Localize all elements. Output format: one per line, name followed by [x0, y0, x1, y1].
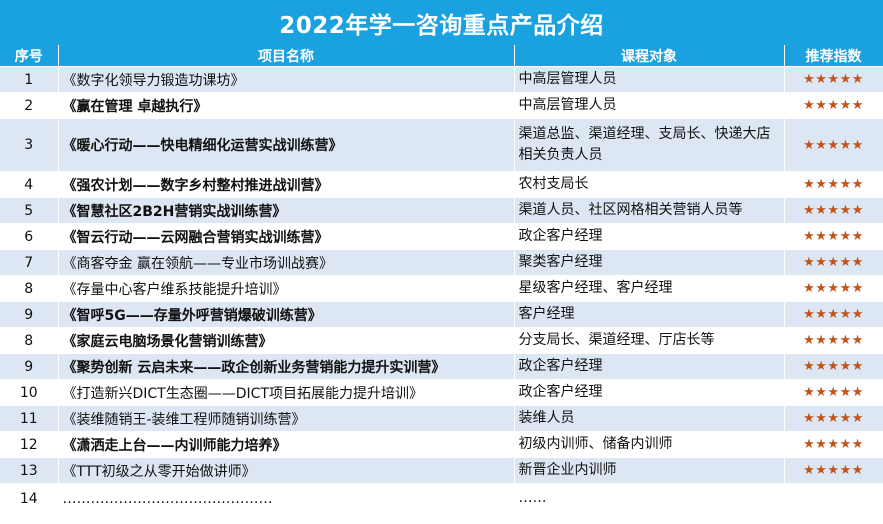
header-name: 项目名称 — [58, 45, 515, 67]
table-row: 7 《商客夺金 赢在领航——专业市场训战赛》 聚类客户经理 ★★★★★ — [0, 249, 883, 276]
table-row: 12 《潇洒走上台——内训师能力培养》 初级内训师、储备内训师 ★★★★★ — [0, 431, 883, 458]
project-name: 《智慧社区2B2H营销实战训练营》 — [58, 197, 515, 224]
row-number: 3 — [0, 118, 59, 172]
row-number: 1 — [0, 66, 59, 93]
table-row: 2 《赢在管理 卓越执行》 中高层管理人员 ★★★★★ — [0, 92, 883, 119]
table-row: 9 《聚势创新 云启未来——政企创新业务营销能力提升实训营》 政企客户经理 ★★★★★ — [0, 353, 883, 380]
table-row: 6 《智云行动——云网融合营销实战训练营》 政企客户经理 ★★★★★ — [0, 223, 883, 250]
rating-stars: ★★★★★ — [784, 223, 883, 250]
rating-stars: ★★★★★ — [784, 66, 883, 93]
rating-stars: ★★★★★ — [784, 457, 883, 484]
row-number: 7 — [0, 249, 59, 276]
row-number: 13 — [0, 457, 59, 484]
project-name: 《数字化领导力锻造功课坊》 — [58, 66, 515, 93]
header-rating: 推荐指数 — [784, 45, 883, 67]
rating-stars: ★★★★★ — [784, 379, 883, 406]
table-row: 13 《TTT初级之从零开始做讲师》 新晋企业内训师 ★★★★★ — [0, 457, 883, 484]
course-audience: 中高层管理人员 — [514, 92, 785, 119]
course-audience: 初级内训师、储备内训师 — [514, 431, 785, 458]
header-audience: 课程对象 — [514, 45, 785, 67]
course-audience: 渠道总监、渠道经理、支局长、快递大店相关负责人员 — [514, 118, 785, 172]
table-row: 1 《数字化领导力锻造功课坊》 中高层管理人员 ★★★★★ — [0, 66, 883, 93]
rating-stars: ★★★★★ — [784, 171, 883, 198]
rating-stars — [784, 483, 883, 514]
course-audience: …… — [514, 483, 785, 514]
table-row: 10 《打造新兴DICT生态圈——DICT项目拓展能力提升培训》 政企客户经理 ★★★… — [0, 379, 883, 406]
rating-stars: ★★★★★ — [784, 275, 883, 302]
row-number: 11 — [0, 405, 59, 432]
rating-stars: ★★★★★ — [784, 405, 883, 432]
row-number: 8 — [0, 327, 59, 354]
course-audience: 星级客户经理、客户经理 — [514, 275, 785, 302]
project-name: 《打造新兴DICT生态圈——DICT项目拓展能力提升培训》 — [58, 379, 515, 406]
table-row: 5 《智慧社区2B2H营销实战训练营》 渠道人员、社区网格相关营销人员等 ★★★★★ — [0, 197, 883, 224]
project-name: ……………………………………… — [58, 483, 515, 514]
row-number: 8 — [0, 275, 59, 302]
table-row: 3 《暖心行动——快电精细化运营实战训练营》 渠道总监、渠道经理、支局长、快递大店相… — [0, 118, 883, 172]
project-name: 《潇洒走上台——内训师能力培养》 — [58, 431, 515, 458]
row-number: 10 — [0, 379, 59, 406]
row-number: 6 — [0, 223, 59, 250]
rating-stars: ★★★★★ — [784, 301, 883, 328]
table-row: 11 《装维随销王-装维工程师随销训练营》 装维人员 ★★★★★ — [0, 405, 883, 432]
project-name: 《智呼5G——存量外呼营销爆破训练营》 — [58, 301, 515, 328]
course-audience: 聚类客户经理 — [514, 249, 785, 276]
course-audience: 中高层管理人员 — [514, 66, 785, 93]
table-row: 9 《智呼5G——存量外呼营销爆破训练营》 客户经理 ★★★★★ — [0, 301, 883, 328]
rating-stars: ★★★★★ — [784, 327, 883, 354]
course-audience: 客户经理 — [514, 301, 785, 328]
row-number: 2 — [0, 92, 59, 119]
project-name: 《暖心行动——快电精细化运营实战训练营》 — [58, 118, 515, 172]
row-number: 12 — [0, 431, 59, 458]
table-row: 8 《家庭云电脑场景化营销训练营》 分支局长、渠道经理、厅店长等 ★★★★★ — [0, 327, 883, 354]
row-number: 5 — [0, 197, 59, 224]
rating-stars: ★★★★★ — [784, 197, 883, 224]
rating-stars: ★★★★★ — [784, 118, 883, 172]
table-row: 4 《强农计划——数字乡村整村推进战训营》 农村支局长 ★★★★★ — [0, 171, 883, 198]
project-name: 《赢在管理 卓越执行》 — [58, 92, 515, 119]
project-name: 《聚势创新 云启未来——政企创新业务营销能力提升实训营》 — [58, 353, 515, 380]
course-audience: 装维人员 — [514, 405, 785, 432]
rating-stars: ★★★★★ — [784, 92, 883, 119]
project-name: 《存量中心客户维系技能提升培训》 — [58, 275, 515, 302]
course-audience: 农村支局长 — [514, 171, 785, 198]
project-name: 《TTT初级之从零开始做讲师》 — [58, 457, 515, 484]
rating-stars: ★★★★★ — [784, 249, 883, 276]
course-audience: 分支局长、渠道经理、厅店长等 — [514, 327, 785, 354]
row-number: 9 — [0, 301, 59, 328]
course-audience: 政企客户经理 — [514, 379, 785, 406]
header-no: 序号 — [0, 45, 59, 67]
page-title: 2022年学一咨询重点产品介绍 — [0, 0, 883, 45]
row-number: 4 — [0, 171, 59, 198]
course-audience: 新晋企业内训师 — [514, 457, 785, 484]
project-name: 《装维随销王-装维工程师随销训练营》 — [58, 405, 515, 432]
table-row: 8 《存量中心客户维系技能提升培训》 星级客户经理、客户经理 ★★★★★ — [0, 275, 883, 302]
row-number: 9 — [0, 353, 59, 380]
header-row: 序号 项目名称 课程对象 推荐指数 — [0, 45, 883, 67]
project-name: 《商客夺金 赢在领航——专业市场训战赛》 — [58, 249, 515, 276]
course-audience: 渠道人员、社区网格相关营销人员等 — [514, 197, 785, 224]
product-table: 序号 项目名称 课程对象 推荐指数 1 《数字化领导力锻造功课坊》 中高层管理人员 ★… — [0, 45, 883, 514]
table-row: 14…………………………………………… — [0, 483, 883, 514]
rating-stars: ★★★★★ — [784, 431, 883, 458]
rating-stars: ★★★★★ — [784, 353, 883, 380]
project-name: 《智云行动——云网融合营销实战训练营》 — [58, 223, 515, 250]
course-audience: 政企客户经理 — [514, 353, 785, 380]
row-number: 14 — [0, 483, 59, 514]
course-audience: 政企客户经理 — [514, 223, 785, 250]
project-name: 《家庭云电脑场景化营销训练营》 — [58, 327, 515, 354]
project-name: 《强农计划——数字乡村整村推进战训营》 — [58, 171, 515, 198]
